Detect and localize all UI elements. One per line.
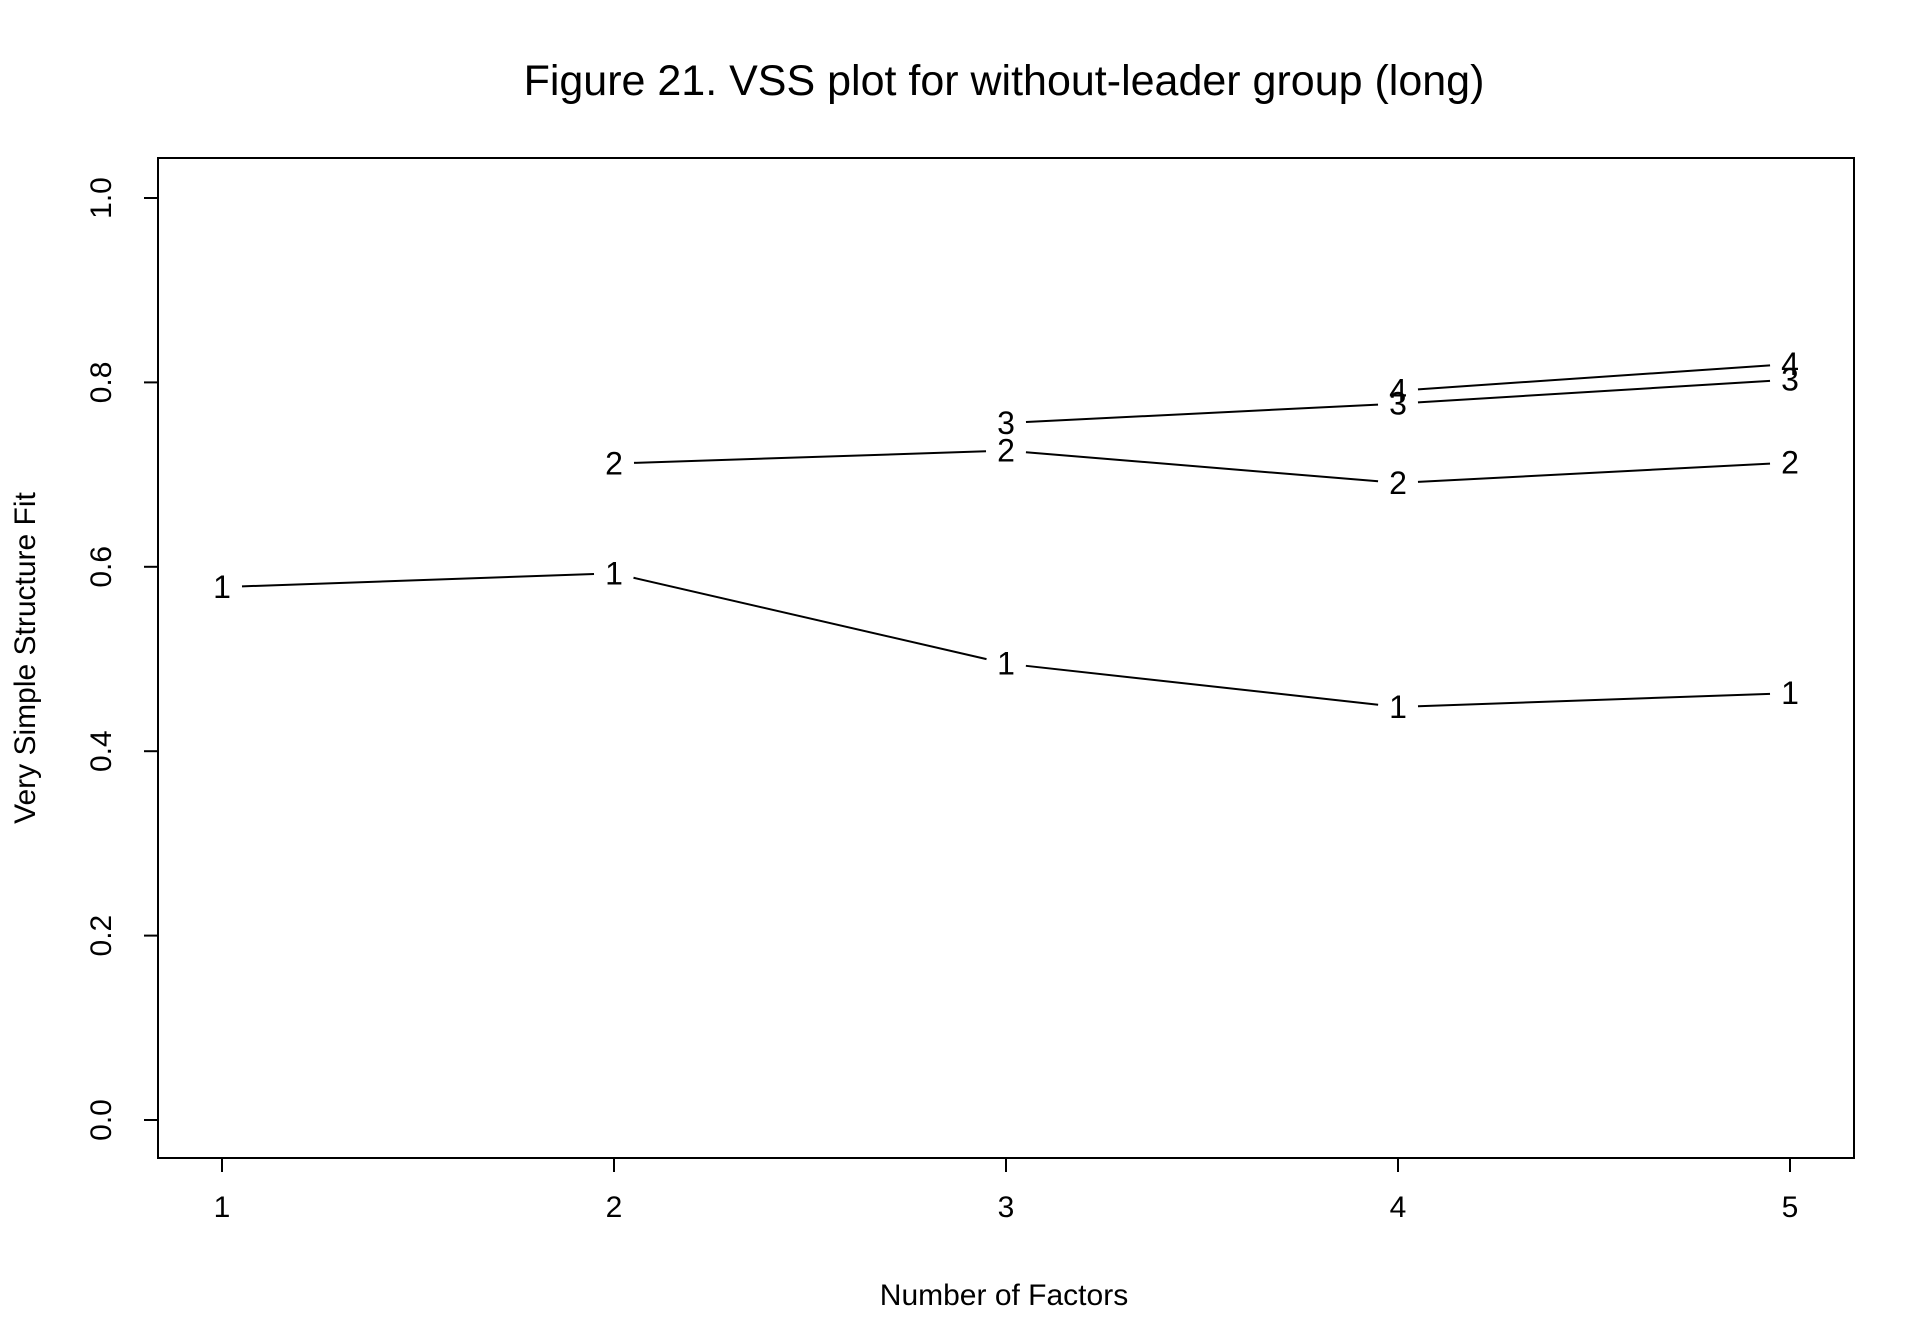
x-tick-label: 2 xyxy=(606,1191,623,1224)
series-3-point: 3 xyxy=(1389,386,1407,422)
series-3-point: 3 xyxy=(997,405,1015,441)
y-axis: 0.0 0.2 0.4 0.6 0.8 1.0 xyxy=(85,177,158,1141)
series-4-point: 4 xyxy=(1389,373,1407,409)
x-tick-label: 1 xyxy=(214,1191,231,1224)
chart-title: Figure 21. VSS plot for without-leader g… xyxy=(524,57,1485,105)
y-tick-label: 0.4 xyxy=(85,730,118,772)
y-tick-label: 0.0 xyxy=(85,1099,118,1141)
series-2-point: 2 xyxy=(1389,465,1407,501)
series-1-segment xyxy=(1417,692,1771,708)
y-tick-label: 1.0 xyxy=(85,177,118,219)
series-1-point: 1 xyxy=(997,646,1015,682)
x-tick-label: 4 xyxy=(1390,1191,1407,1224)
series-3-segment xyxy=(1417,379,1771,404)
series-4-segment xyxy=(1417,364,1771,391)
series-2-segment xyxy=(1025,451,1379,483)
series-2-segment xyxy=(633,450,987,464)
series-2-point: 2 xyxy=(605,446,623,482)
x-tick-label: 5 xyxy=(1782,1191,1799,1224)
x-tick-label: 3 xyxy=(998,1191,1015,1224)
series-2-point: 2 xyxy=(1781,445,1799,481)
y-tick-label: 0.2 xyxy=(85,915,118,957)
series-1-point: 1 xyxy=(213,569,231,605)
series-4-point: 4 xyxy=(1781,346,1799,382)
series-1-point: 1 xyxy=(1389,689,1407,725)
series-2-segment xyxy=(1417,462,1771,483)
x-axis-label: Number of Factors xyxy=(880,1279,1128,1312)
y-tick-label: 0.8 xyxy=(85,362,118,404)
x-axis: 1 2 3 4 5 xyxy=(214,1158,1799,1224)
y-axis-label: Very Simple Structure Fit xyxy=(9,491,42,823)
series-2-point: 2 xyxy=(997,433,1015,469)
series-1-segment xyxy=(241,572,595,588)
y-tick-label: 0.6 xyxy=(85,546,118,588)
series-3-segment xyxy=(1025,403,1379,423)
series-1-point: 1 xyxy=(1781,675,1799,711)
series-1-segment xyxy=(633,576,987,661)
series-3-point: 3 xyxy=(1781,362,1799,398)
series-1-segment xyxy=(1025,664,1379,706)
series-1-point: 1 xyxy=(605,555,623,591)
